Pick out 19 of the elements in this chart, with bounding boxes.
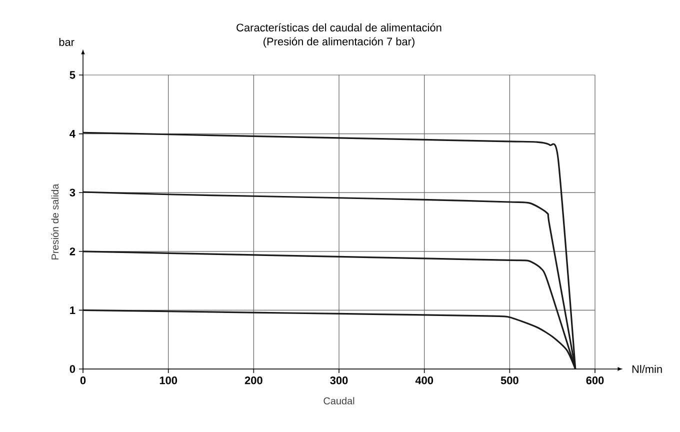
y-tick-label: 3 xyxy=(70,188,76,196)
y-tick-label: 0 xyxy=(70,365,76,373)
x-tick-label: 0 xyxy=(80,376,86,384)
y-axis-title: Presión de salida xyxy=(51,184,59,260)
x-tick-label: 300 xyxy=(330,376,348,384)
y-tick-label: 4 xyxy=(70,130,76,138)
text: Nl/min xyxy=(632,364,662,374)
text: bar xyxy=(59,38,74,46)
x-tick-label: 200 xyxy=(244,376,262,384)
x-tick-label: 100 xyxy=(160,376,178,384)
y-tick-label: 2 xyxy=(70,248,76,256)
chart-subtitle: (Presión de alimentación 7 bar) xyxy=(264,37,414,48)
x-tick-label: 400 xyxy=(415,376,434,384)
x-axis-title: Caudal xyxy=(324,397,354,404)
y-tick-label: 5 xyxy=(70,71,76,79)
x-tick-label: 500 xyxy=(500,376,518,384)
x-tick-label: 600 xyxy=(586,376,604,384)
y-tick-label: 1 xyxy=(70,306,76,314)
chart-title: Características del caudal de alimentación xyxy=(236,23,442,32)
